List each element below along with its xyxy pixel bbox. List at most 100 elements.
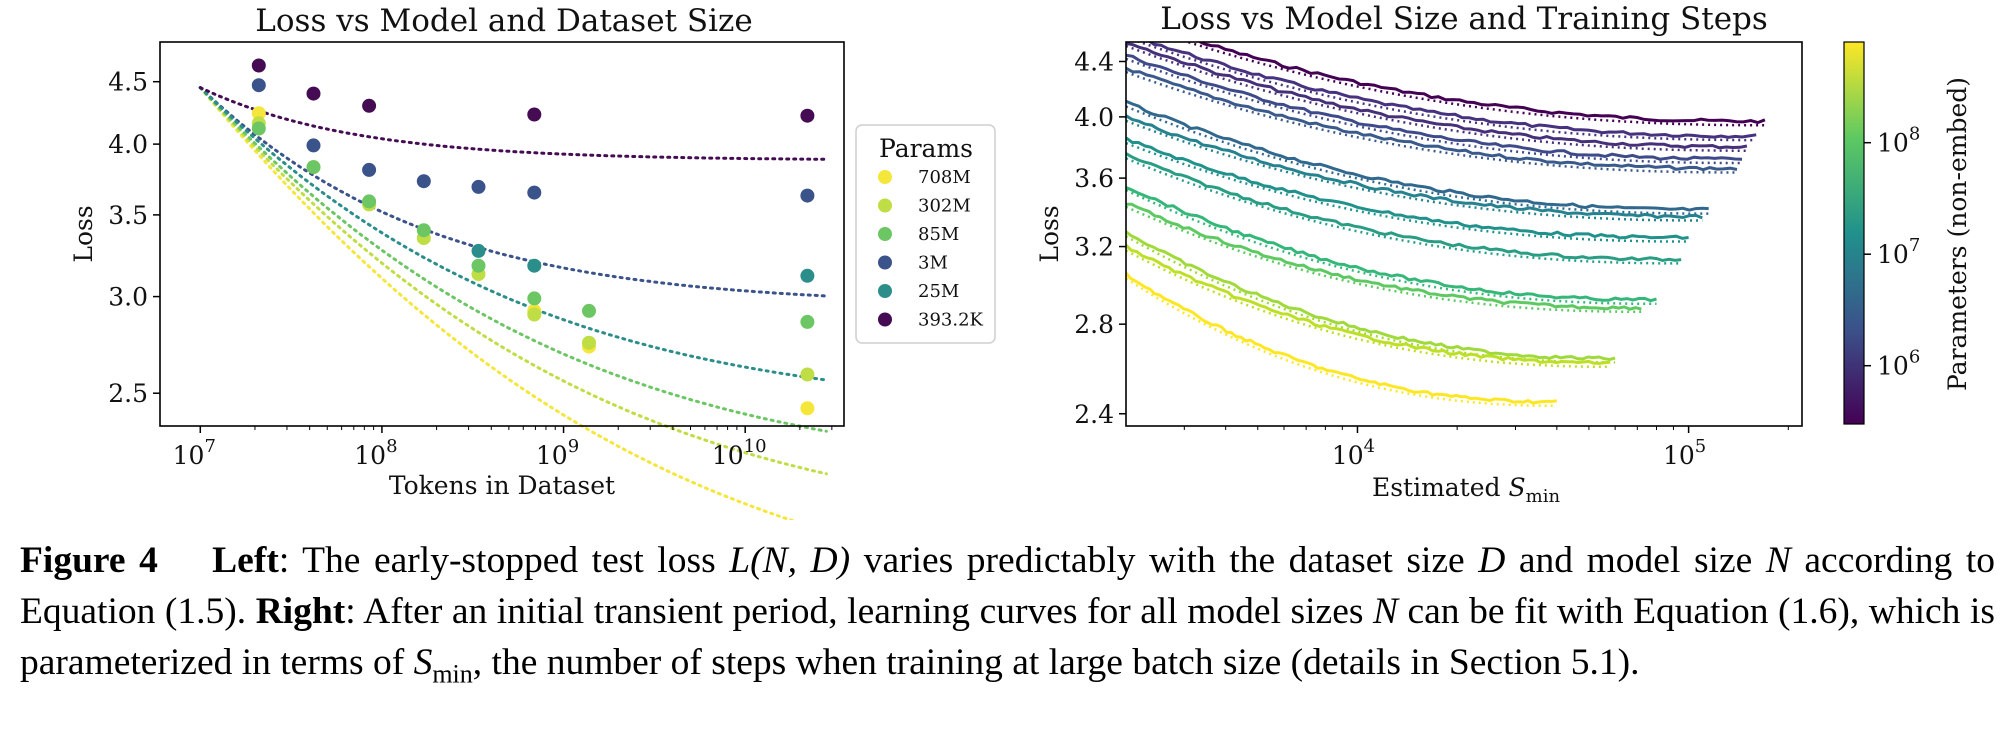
fit-curve-708M [198, 86, 796, 520]
fit-curve [1126, 44, 1747, 152]
left-axes-frame [159, 41, 845, 427]
x-tick-label: 108 [354, 436, 397, 470]
legend-marker-708M [878, 170, 892, 184]
learning-curve [1126, 53, 1743, 161]
figure-4: Loss vs Model and Dataset Size 107 108 109… [69, 1, 1972, 520]
right-chart-title: Loss vs Model Size and Training Steps [1160, 1, 1768, 37]
left-data-points [251, 58, 815, 416]
fit-curve [1126, 105, 1709, 215]
data-point-3M [800, 188, 815, 203]
x-tick-label: 1010 [712, 436, 767, 470]
caption-math: N [1372, 591, 1398, 632]
data-point-302M [582, 335, 596, 350]
fit-curve [1183, 42, 1765, 127]
left-x-ticks: 107 108 109 1010 [173, 426, 833, 470]
learning-curve [1126, 66, 1738, 172]
legend-label-85M: 85M [918, 224, 959, 245]
data-point-85M [527, 291, 542, 306]
data-point-85M [416, 223, 431, 238]
caption-right-label: Right [255, 591, 346, 632]
caption-math: D [1478, 540, 1506, 581]
data-point-85M [582, 303, 596, 318]
caption-math-sub: min [432, 659, 473, 689]
fit-curve [1136, 42, 1757, 142]
fit-curve-3M [198, 86, 828, 298]
figure-caption: Figure 4 Left: The early-stopped test lo… [20, 535, 1995, 700]
fit-curve [1126, 235, 1616, 364]
fit-curve [1126, 141, 1689, 243]
learning-curve [1126, 202, 1642, 311]
fit-curve [1126, 189, 1657, 306]
right-x-ticks: 104 105 [1183, 426, 1789, 470]
y-tick-label: 4.0 [1074, 103, 1114, 132]
learning-curve [1126, 99, 1709, 212]
fit-curve-25M [198, 86, 828, 382]
legend-label-302M: 302M [918, 196, 971, 217]
caption-text: and model size [1505, 540, 1766, 581]
data-point-3M [306, 138, 321, 153]
data-point-3M [251, 78, 266, 93]
colorbar-gradient [1843, 41, 1865, 425]
legend-marker-85M [878, 227, 892, 241]
colorbar-tick-label: 107 [1877, 235, 1920, 269]
fit-curve [1126, 57, 1743, 165]
colorbar: 106 107 108 Parameters (non-embed) [1843, 41, 1972, 425]
data-point-85M [251, 121, 266, 136]
fit-curve [1126, 205, 1642, 314]
data-point-85M [306, 160, 321, 175]
data-point-3M [362, 162, 377, 177]
fit-curve-393.2K [198, 86, 828, 161]
fit-curve-85M [198, 86, 828, 433]
caption-text: according to Equation (1.5). [20, 540, 1995, 632]
fit-curve-302M [198, 86, 828, 476]
learning-curve [1126, 244, 1611, 365]
data-point-3M [416, 174, 431, 189]
right-axes-frame [1125, 41, 1803, 427]
left-legend: Params 708M 302M 85M 3M 25M 393.2K [855, 124, 996, 344]
y-tick-label: 2.4 [1074, 400, 1114, 429]
right-learning-curves [1126, 42, 1766, 408]
data-point-3M [527, 185, 542, 200]
legend-marker-3M [878, 255, 892, 270]
y-tick-label: 4.5 [108, 68, 148, 97]
fit-curve [1126, 277, 1557, 408]
x-tick-label: 105 [1663, 436, 1706, 470]
legend-marker-25M [878, 284, 892, 298]
data-point-393.2K [527, 107, 542, 122]
legend-marker-393.2K [878, 312, 892, 327]
caption-text: can be fit with Equation (1.6), which is… [20, 591, 1995, 683]
learning-curve [1126, 186, 1657, 303]
learning-curve [1126, 42, 1748, 150]
x-tick-label: 109 [536, 436, 579, 470]
y-tick-label: 3.6 [1074, 164, 1114, 193]
x-tick-label: 107 [173, 436, 216, 470]
data-point-708M [800, 401, 815, 416]
colorbar-label: Parameters (non-embed) [1943, 77, 1972, 391]
left-chart-title: Loss vs Model and Dataset Size [255, 3, 752, 39]
colorbar-tick-label: 108 [1877, 124, 1920, 158]
right-chart: Loss vs Model Size and Training Steps 10… [1035, 1, 1972, 507]
colorbar-ticks: 106 107 108 [1864, 124, 1920, 381]
data-point-393.2K [306, 86, 321, 101]
y-tick-label: 3.2 [1074, 233, 1114, 262]
legend-label-393.2K: 393.2K [918, 310, 984, 331]
colorbar-tick-label: 106 [1877, 347, 1920, 381]
y-tick-label: 4.4 [1074, 47, 1114, 76]
left-y-axis-label: Loss [69, 205, 98, 262]
left-chart: Loss vs Model and Dataset Size 107 108 109… [69, 3, 996, 520]
fit-curve [1126, 157, 1682, 265]
legend-label-3M: 3M [918, 253, 948, 274]
learning-curve [1126, 152, 1682, 263]
legend-label-25M: 25M [918, 281, 959, 302]
x-tick-label: 104 [1332, 436, 1375, 470]
caption-text: : The early-stopped test loss [278, 540, 730, 581]
caption-text: varies predictably with the dataset size [850, 540, 1479, 581]
y-tick-label: 3.5 [108, 201, 148, 230]
left-fit-curves [198, 86, 828, 520]
legend-label-708M: 708M [918, 167, 971, 188]
fit-curve [1126, 249, 1611, 369]
learning-curve [1126, 136, 1689, 240]
data-point-25M [800, 268, 815, 283]
learning-curve [1126, 230, 1616, 362]
right-y-axis-label: Loss [1035, 205, 1064, 262]
